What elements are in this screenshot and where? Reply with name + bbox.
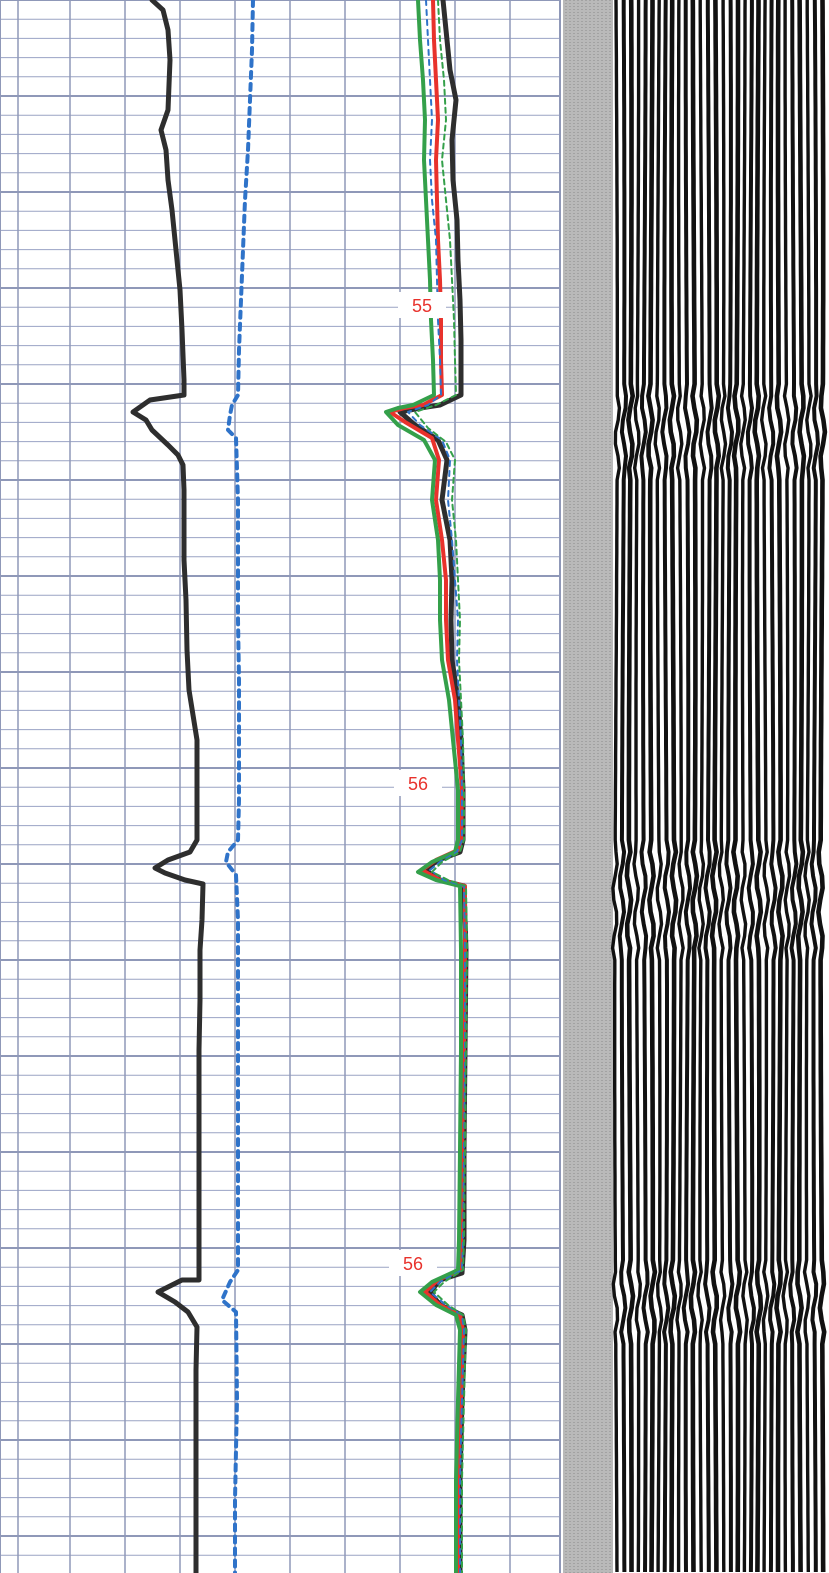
image-stripe bbox=[724, 0, 735, 1572]
image-stripe bbox=[717, 0, 728, 1573]
image-stripe bbox=[774, 0, 785, 1572]
image-stripe bbox=[816, 0, 828, 1573]
image-stripe bbox=[681, 0, 693, 1573]
image-stripe bbox=[752, 0, 764, 1573]
image-stripe bbox=[759, 0, 771, 1572]
depth-labels: 55 56 56 bbox=[389, 292, 446, 1276]
image-stripe bbox=[675, 0, 685, 1572]
separator-band bbox=[563, 0, 613, 1573]
image-stripe bbox=[617, 0, 629, 1573]
blue-curve bbox=[407, 0, 466, 1573]
image-stripe bbox=[660, 0, 672, 1573]
image-stripe bbox=[739, 0, 749, 1572]
image-log-track bbox=[610, 0, 829, 1573]
blue-curve bbox=[220, 0, 255, 1573]
depth-label-background bbox=[394, 770, 442, 796]
green-curve bbox=[384, 0, 463, 1573]
image-stripe bbox=[703, 0, 714, 1572]
image-stripe bbox=[767, 0, 778, 1573]
image-stripe bbox=[745, 0, 756, 1573]
image-stripe bbox=[624, 0, 636, 1572]
green-curve bbox=[414, 0, 468, 1573]
depth-label-background bbox=[389, 1250, 437, 1276]
image-stripe bbox=[802, 0, 813, 1573]
depth-label: 56 bbox=[403, 1254, 423, 1274]
image-stripe bbox=[696, 0, 707, 1573]
black-curve bbox=[130, 0, 206, 1573]
image-stripe bbox=[653, 0, 664, 1572]
image-stripe bbox=[731, 0, 743, 1573]
image-stripe bbox=[610, 0, 622, 1573]
depth-label-background bbox=[398, 292, 446, 318]
depth-label: 55 bbox=[412, 296, 432, 316]
image-stripe bbox=[788, 0, 799, 1572]
log-curves bbox=[130, 0, 469, 1573]
depth-label: 56 bbox=[408, 774, 428, 794]
depth-grid bbox=[0, 0, 561, 1573]
track-separator bbox=[563, 0, 613, 1573]
image-stripe bbox=[781, 0, 792, 1573]
image-stripe bbox=[795, 0, 807, 1573]
image-stripe bbox=[709, 0, 722, 1572]
image-stripe bbox=[688, 0, 700, 1573]
image-stripe bbox=[646, 0, 658, 1573]
image-stripe bbox=[639, 0, 650, 1573]
image-stripe bbox=[667, 0, 679, 1573]
image-stripe bbox=[809, 0, 821, 1572]
image-stripe bbox=[632, 0, 643, 1573]
